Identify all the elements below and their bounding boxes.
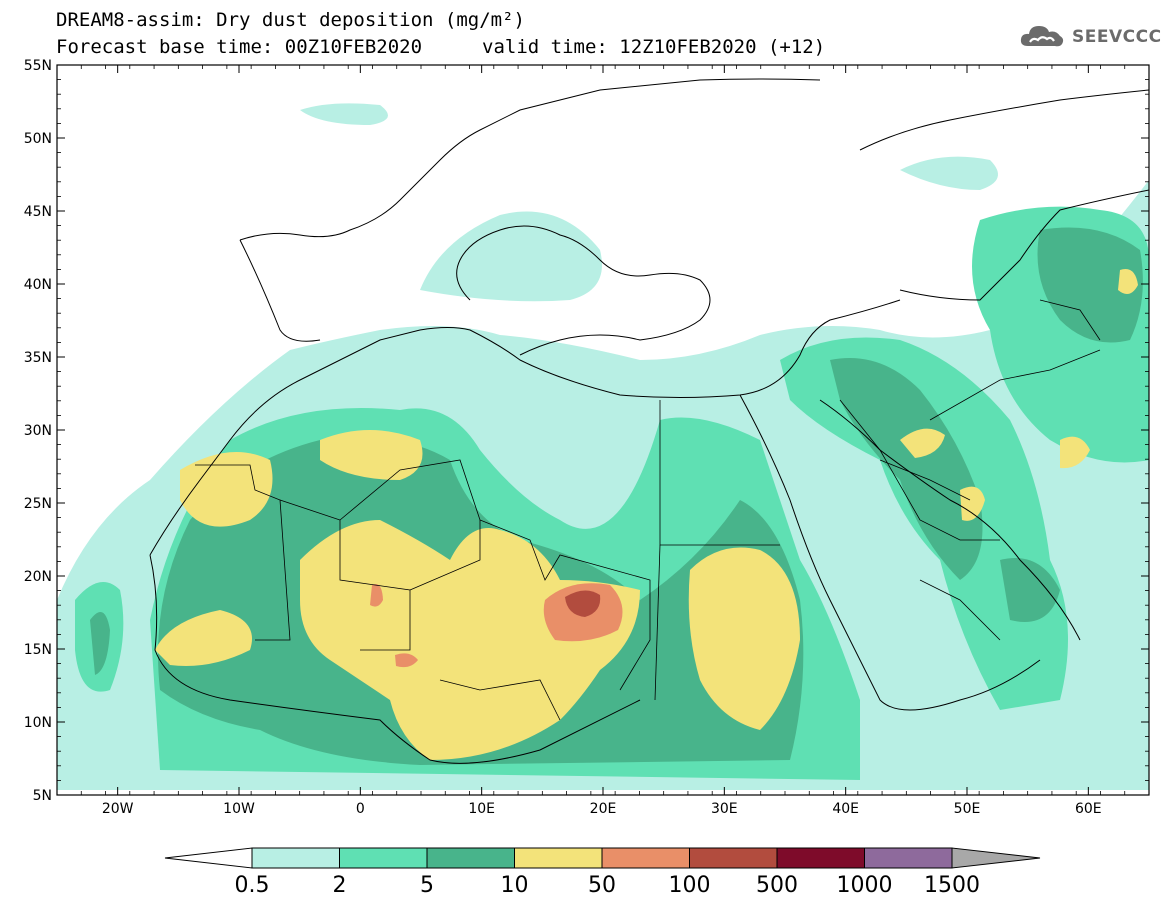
colorbar-label: 100 [669, 873, 711, 898]
colorbar-segment [514, 847, 603, 869]
valid-time: valid time: 12Z10FEB2020 (+12) [482, 36, 826, 58]
contour-level-100 [565, 590, 601, 617]
lat-label: 10N [24, 715, 52, 731]
colorbar-segment [601, 847, 690, 869]
colorbar-segment [339, 847, 428, 869]
lon-label: 10W [223, 801, 255, 817]
lon-label: 20E [590, 801, 617, 817]
logo-text: SEEVCCC [1072, 27, 1162, 47]
lon-label: 50E [954, 801, 981, 817]
lat-label: 45N [24, 204, 52, 220]
seevccc-logo: SEEVCCC [1018, 22, 1162, 52]
colorbar-label: 0.5 [235, 873, 270, 898]
country-borders [195, 299, 1101, 721]
lon-label: 40E [832, 801, 859, 817]
lon-label: 10E [468, 801, 495, 817]
colorbar-label: 1500 [924, 873, 980, 898]
lat-label: 15N [24, 642, 52, 658]
colorbar-labels: 0.5 2 5 10 50 100 500 1000 1500 [235, 873, 981, 898]
lat-label: 40N [24, 277, 52, 293]
lat-label: 25N [24, 496, 52, 512]
cloud-icon [1020, 26, 1064, 47]
colorbar [164, 847, 1041, 869]
colorbar-segment [864, 847, 953, 869]
lat-label: 20N [24, 569, 52, 585]
colorbar-label: 10 [501, 873, 529, 898]
colorbar-label: 2 [333, 873, 347, 898]
colorbar-label: 50 [588, 873, 616, 898]
colorbar-label: 1000 [837, 873, 893, 898]
lon-label: 20W [102, 801, 134, 817]
colorbar-above-triangle [951, 847, 1041, 869]
colorbar-segment [251, 847, 340, 869]
coastlines [149, 78, 1149, 764]
colorbar-segment [776, 847, 865, 869]
lat-label: 30N [24, 423, 52, 439]
lon-label: 30E [711, 801, 738, 817]
lat-label: 35N [24, 350, 52, 366]
axis-ticks [56, 64, 1150, 796]
dust-field [57, 65, 1149, 795]
colorbar-segment [426, 847, 515, 869]
forecast-base-time: Forecast base time: 00Z10FEB2020 [56, 36, 423, 58]
colorbar-label: 500 [756, 873, 798, 898]
longitude-labels: 20W 10W 0 10E 20E 30E 40E 50E 60E [102, 801, 1102, 817]
colorbar-label: 5 [420, 873, 434, 898]
lat-label: 50N [24, 131, 52, 147]
lat-label: 55N [24, 58, 52, 74]
latitude-labels: 5N 10N 15N 20N 25N 30N 35N 40N 45N 50N 55N [24, 58, 52, 804]
colorbar-segment [689, 847, 778, 869]
map-title: DREAM8-assim: Dry dust deposition (mg/m²… [56, 9, 525, 31]
lon-label: 0 [356, 801, 365, 817]
contour-level-10 [155, 269, 1138, 760]
lon-label: 60E [1075, 801, 1102, 817]
lat-label: 5N [33, 788, 52, 804]
colorbar-below-triangle [164, 847, 253, 869]
